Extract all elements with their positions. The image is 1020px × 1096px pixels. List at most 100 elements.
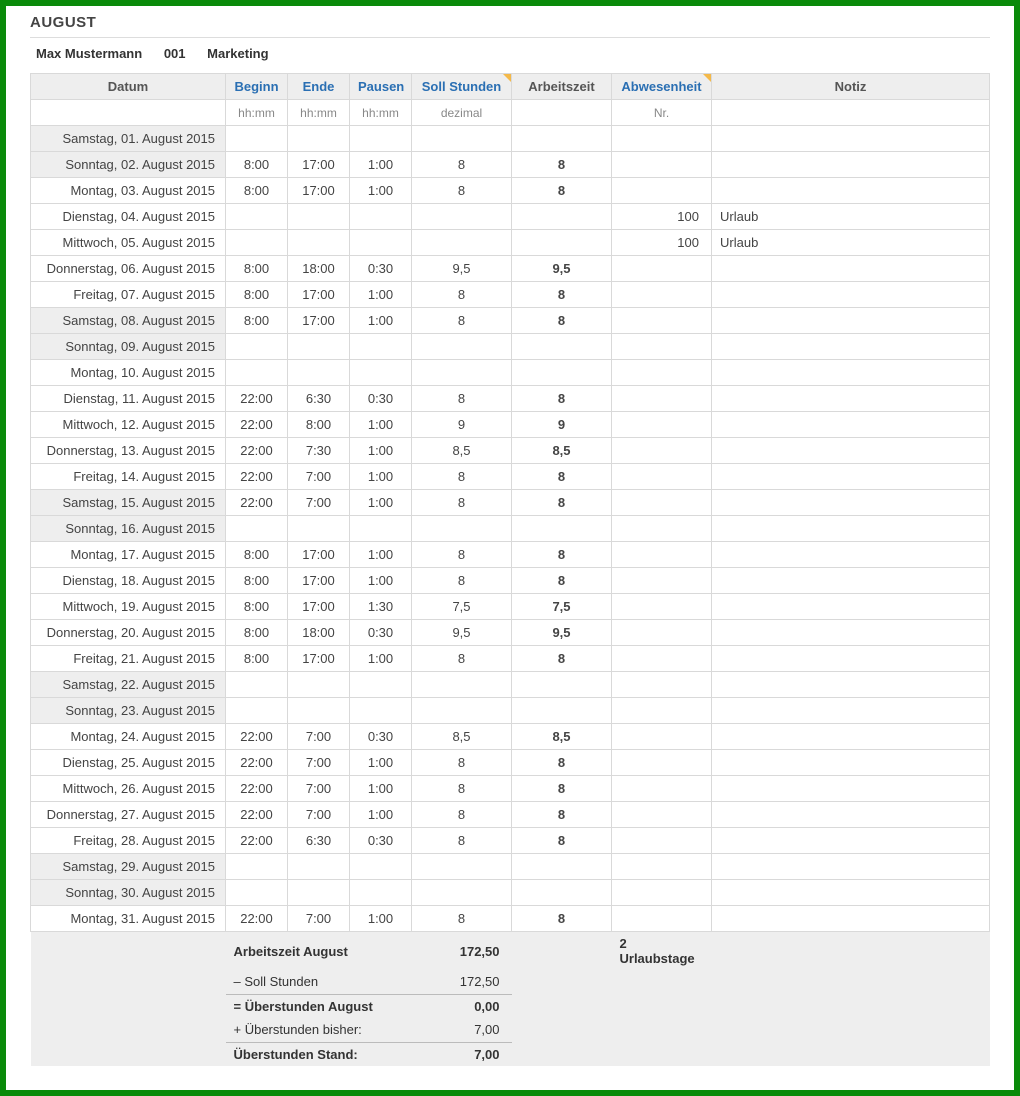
table-row: Freitag, 21. August 20158:0017:001:0088 xyxy=(31,646,990,672)
cell-date: Samstag, 29. August 2015 xyxy=(31,854,226,880)
cell-begin xyxy=(226,880,288,906)
summary-spacer xyxy=(512,1018,612,1042)
cell-absent xyxy=(612,334,712,360)
cell-absent xyxy=(612,282,712,308)
summary-row: = Überstunden August0,00 xyxy=(31,994,990,1018)
cell-pause: 0:30 xyxy=(350,386,412,412)
cell-soll: 8 xyxy=(412,464,512,490)
cell-begin xyxy=(226,516,288,542)
cell-absent: 100 xyxy=(612,230,712,256)
cell-pause: 1:00 xyxy=(350,490,412,516)
summary-label: Arbeitszeit August xyxy=(226,932,412,971)
cell-soll: 8 xyxy=(412,828,512,854)
cell-date: Mittwoch, 12. August 2015 xyxy=(31,412,226,438)
col-pause-header[interactable]: Pausen xyxy=(350,74,412,100)
cell-absent xyxy=(612,438,712,464)
cell-date: Montag, 24. August 2015 xyxy=(31,724,226,750)
cell-pause xyxy=(350,880,412,906)
table-row: Sonntag, 16. August 2015 xyxy=(31,516,990,542)
col-absent-header[interactable]: Abwesenheit xyxy=(612,74,712,100)
summary-blank xyxy=(31,932,226,971)
cell-absent xyxy=(612,360,712,386)
summary-value: 172,50 xyxy=(412,970,512,994)
col-work-header: Arbeitszeit xyxy=(512,74,612,100)
cell-soll xyxy=(412,854,512,880)
cell-date: Mittwoch, 26. August 2015 xyxy=(31,776,226,802)
cell-soll: 8 xyxy=(412,646,512,672)
cell-pause: 1:00 xyxy=(350,308,412,334)
cell-work: 7,5 xyxy=(512,594,612,620)
cell-absent xyxy=(612,828,712,854)
summary-label: = Überstunden August xyxy=(226,994,412,1018)
col-end-header[interactable]: Ende xyxy=(288,74,350,100)
cell-begin: 8:00 xyxy=(226,620,288,646)
col-begin-header[interactable]: Beginn xyxy=(226,74,288,100)
cell-work xyxy=(512,854,612,880)
cell-work: 8 xyxy=(512,152,612,178)
table-row: Dienstag, 18. August 20158:0017:001:0088 xyxy=(31,568,990,594)
cell-end: 17:00 xyxy=(288,646,350,672)
cell-end xyxy=(288,516,350,542)
cell-absent xyxy=(612,178,712,204)
cell-absent: 100 xyxy=(612,204,712,230)
summary-tail xyxy=(712,970,990,994)
table-row: Donnerstag, 06. August 20158:0018:000:30… xyxy=(31,256,990,282)
cell-begin: 22:00 xyxy=(226,438,288,464)
cell-note xyxy=(712,412,990,438)
cell-end xyxy=(288,126,350,152)
summary-vacation xyxy=(612,1042,712,1066)
cell-end xyxy=(288,854,350,880)
cell-work xyxy=(512,204,612,230)
cell-soll: 8 xyxy=(412,152,512,178)
cell-absent xyxy=(612,152,712,178)
summary-tail xyxy=(712,994,990,1018)
cell-date: Samstag, 22. August 2015 xyxy=(31,672,226,698)
cell-begin: 8:00 xyxy=(226,282,288,308)
cell-begin: 22:00 xyxy=(226,906,288,932)
summary-tail xyxy=(712,932,990,971)
cell-pause: 1:00 xyxy=(350,152,412,178)
cell-soll: 9,5 xyxy=(412,620,512,646)
cell-end xyxy=(288,672,350,698)
cell-pause: 1:00 xyxy=(350,776,412,802)
cell-note xyxy=(712,282,990,308)
cell-note: Urlaub xyxy=(712,230,990,256)
table-row: Freitag, 14. August 201522:007:001:0088 xyxy=(31,464,990,490)
cell-note xyxy=(712,828,990,854)
col-soll-header[interactable]: Soll Stunden xyxy=(412,74,512,100)
cell-work xyxy=(512,698,612,724)
cell-work: 9 xyxy=(512,412,612,438)
table-row: Sonntag, 23. August 2015 xyxy=(31,698,990,724)
cell-date: Freitag, 07. August 2015 xyxy=(31,282,226,308)
cell-soll: 8 xyxy=(412,568,512,594)
cell-note xyxy=(712,256,990,282)
table-row: Samstag, 15. August 201522:007:001:0088 xyxy=(31,490,990,516)
cell-begin: 22:00 xyxy=(226,464,288,490)
col-absent-sub: Nr. xyxy=(612,100,712,126)
cell-pause xyxy=(350,334,412,360)
cell-absent xyxy=(612,880,712,906)
cell-end xyxy=(288,880,350,906)
table-row: Samstag, 08. August 20158:0017:001:0088 xyxy=(31,308,990,334)
cell-begin: 22:00 xyxy=(226,802,288,828)
cell-pause: 0:30 xyxy=(350,724,412,750)
cell-end: 7:00 xyxy=(288,490,350,516)
cell-note xyxy=(712,360,990,386)
cell-soll: 8 xyxy=(412,178,512,204)
table-row: Donnerstag, 20. August 20158:0018:000:30… xyxy=(31,620,990,646)
cell-soll: 9 xyxy=(412,412,512,438)
summary-spacer xyxy=(512,994,612,1018)
cell-work: 8 xyxy=(512,282,612,308)
cell-begin: 8:00 xyxy=(226,568,288,594)
cell-soll: 9,5 xyxy=(412,256,512,282)
cell-note xyxy=(712,542,990,568)
cell-date: Montag, 17. August 2015 xyxy=(31,542,226,568)
employee-dept: Marketing xyxy=(207,46,268,61)
cell-end: 7:00 xyxy=(288,464,350,490)
cell-end: 18:00 xyxy=(288,620,350,646)
cell-date: Mittwoch, 05. August 2015 xyxy=(31,230,226,256)
cell-begin xyxy=(226,230,288,256)
cell-note xyxy=(712,880,990,906)
cell-end: 17:00 xyxy=(288,152,350,178)
summary-value: 172,50 xyxy=(412,932,512,971)
